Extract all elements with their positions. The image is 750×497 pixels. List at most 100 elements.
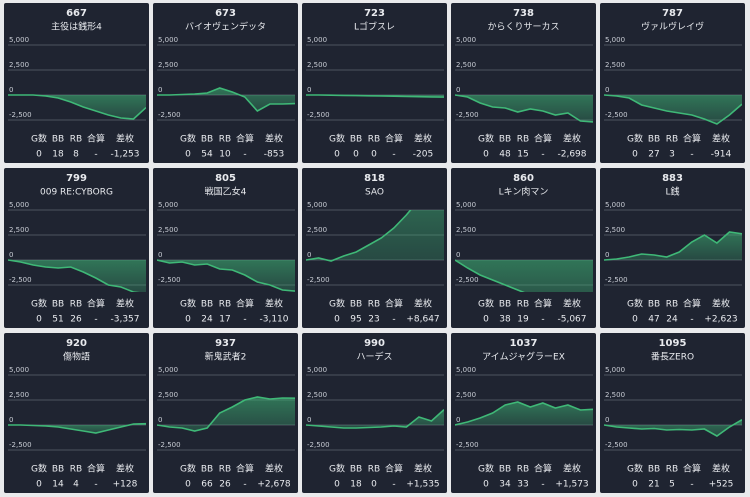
y-tick-label: 2,500 bbox=[605, 61, 625, 69]
machine-number: 1095 bbox=[659, 338, 687, 349]
y-tick-label: 0 bbox=[456, 86, 460, 94]
stat-header: 差枚 bbox=[265, 133, 283, 145]
stat-value: - bbox=[690, 315, 693, 325]
stat-value: 0 bbox=[36, 315, 42, 325]
y-tick-label: -2,500 bbox=[307, 276, 330, 284]
stat-header: 差枚 bbox=[712, 133, 730, 145]
plot bbox=[455, 401, 593, 426]
card: 818 SAO 5,000 2,500 0 -2,500 G数 BB RB 合算 差枚 0 95 23 - +… bbox=[302, 168, 447, 328]
area bbox=[604, 232, 742, 260]
y-tick-label: 5,000 bbox=[605, 201, 625, 209]
stat-value: 0 bbox=[185, 315, 191, 325]
stat-value: +8,647 bbox=[406, 315, 439, 325]
stat-header: RB bbox=[219, 465, 231, 475]
line bbox=[157, 87, 295, 113]
y-tick-label: 5,000 bbox=[456, 201, 476, 209]
y-tick-label: 2,500 bbox=[307, 226, 327, 234]
stat-header: 合算 bbox=[236, 463, 254, 475]
stat-value: 18 bbox=[52, 150, 64, 160]
y-tick-label: 2,500 bbox=[605, 391, 625, 399]
stat-header: RB bbox=[666, 135, 678, 145]
machine-name: L銭 bbox=[665, 186, 679, 198]
plot bbox=[455, 94, 593, 123]
y-tick-label: 0 bbox=[9, 86, 13, 94]
stat-header: 合算 bbox=[236, 133, 254, 145]
y-tick-label: 5,000 bbox=[9, 366, 29, 374]
y-tick-label: 0 bbox=[307, 86, 311, 94]
card: 723 Lゴブスレ 5,000 2,500 0 -2,500 G数 BB RB 合算 差枚 0 0 0 - -… bbox=[302, 3, 447, 163]
stat-header: G数 bbox=[31, 298, 47, 310]
y-tick-label: 0 bbox=[158, 86, 162, 94]
y-tick-label: 2,500 bbox=[307, 391, 327, 399]
stat-header: G数 bbox=[627, 463, 643, 475]
stat-header: RB bbox=[666, 465, 678, 475]
machine-name: 傷物語 bbox=[63, 351, 90, 363]
line bbox=[604, 419, 742, 437]
card-background bbox=[153, 168, 298, 328]
card: 787 ヴァルヴレイヴ 5,000 2,500 0 -2,500 G数 BB RB 合算 差枚 0 27… bbox=[600, 3, 745, 163]
stat-value: 27 bbox=[648, 150, 659, 160]
line bbox=[306, 94, 444, 98]
card: 883 L銭 5,000 2,500 0 -2,500 G数 BB RB 合算 差枚 0 47 24 - +2… bbox=[600, 168, 745, 328]
stat-value: 48 bbox=[499, 150, 511, 160]
area bbox=[157, 397, 295, 431]
stat-value: -2,698 bbox=[557, 150, 586, 160]
machine-number: 818 bbox=[364, 173, 385, 184]
stat-value: +2,623 bbox=[704, 315, 737, 325]
stat-value: - bbox=[541, 315, 544, 325]
y-tick-label: -2,500 bbox=[605, 276, 628, 284]
stat-value: 54 bbox=[201, 150, 213, 160]
stat-header: BB bbox=[499, 300, 511, 310]
stat-header: 合算 bbox=[385, 298, 403, 310]
stat-value: 10 bbox=[219, 150, 231, 160]
line bbox=[8, 94, 146, 120]
stat-value: +525 bbox=[709, 480, 734, 490]
y-tick-label: 5,000 bbox=[158, 366, 178, 374]
stat-value: -3,110 bbox=[259, 315, 288, 325]
stat-header: RB bbox=[517, 300, 529, 310]
stat-header: BB bbox=[201, 300, 213, 310]
stat-header: 差枚 bbox=[563, 298, 581, 310]
y-tick-label: 2,500 bbox=[456, 391, 476, 399]
stat-header: RB bbox=[70, 300, 82, 310]
stat-header: BB bbox=[648, 465, 660, 475]
line bbox=[455, 259, 525, 292]
stat-value: - bbox=[392, 480, 395, 490]
stat-header: RB bbox=[219, 300, 231, 310]
machine-name: ハーデス bbox=[356, 351, 392, 363]
stat-header: RB bbox=[666, 300, 678, 310]
plot bbox=[8, 259, 146, 292]
stat-header: G数 bbox=[627, 298, 643, 310]
stat-value: -1,253 bbox=[110, 150, 139, 160]
stat-header: 合算 bbox=[87, 133, 105, 145]
machine-number: 787 bbox=[662, 8, 683, 19]
stat-header: 差枚 bbox=[414, 463, 432, 475]
stat-value: 17 bbox=[219, 315, 230, 325]
line bbox=[157, 259, 295, 292]
stat-value: - bbox=[94, 150, 97, 160]
y-tick-label: 0 bbox=[307, 416, 311, 424]
stat-value: - bbox=[243, 315, 246, 325]
machine-name: 新鬼武者2 bbox=[205, 351, 247, 363]
stat-value: 0 bbox=[371, 150, 377, 160]
card: 990 ハーデス 5,000 2,500 0 -2,500 G数 BB RB 合算 差枚 0 18 0 - +… bbox=[302, 333, 447, 493]
stat-header: RB bbox=[368, 300, 380, 310]
plot bbox=[306, 210, 444, 262]
stat-value: 66 bbox=[201, 480, 213, 490]
stat-header: 合算 bbox=[534, 133, 552, 145]
y-tick-label: 2,500 bbox=[158, 61, 178, 69]
card-background bbox=[302, 3, 447, 163]
card-background bbox=[4, 333, 149, 493]
stat-value: - bbox=[94, 315, 97, 325]
stat-header: RB bbox=[517, 465, 529, 475]
y-tick-label: -2,500 bbox=[158, 111, 181, 119]
stat-header: BB bbox=[201, 135, 213, 145]
stat-value: +1,535 bbox=[406, 480, 439, 490]
card-background bbox=[600, 3, 745, 163]
stat-header: 合算 bbox=[534, 463, 552, 475]
card: 860 Lキン肉マン 5,000 2,500 0 -2,500 G数 BB RB 合算 差枚 0 38 1… bbox=[451, 168, 596, 328]
stat-header: RB bbox=[517, 135, 529, 145]
stat-header: BB bbox=[350, 135, 362, 145]
line bbox=[306, 210, 412, 262]
y-tick-label: 0 bbox=[9, 251, 13, 259]
